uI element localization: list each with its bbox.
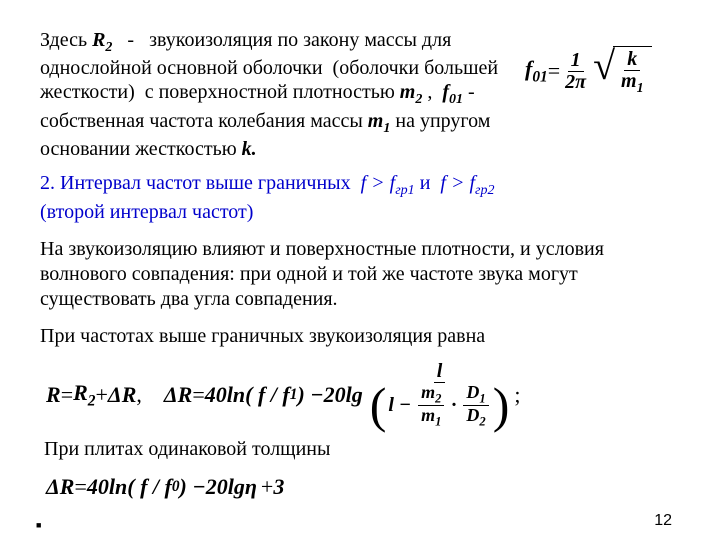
- f01-frac1: 1 2π: [562, 50, 589, 93]
- para-plates: При плитах одинаковой толщины: [44, 437, 680, 462]
- para-wave-coincidence: На звукоизоляцию влияют и поверхностные …: [40, 237, 680, 312]
- page-number: 12: [654, 512, 672, 530]
- footer-marker-icon: ■: [36, 520, 41, 530]
- sym-R2: R2: [92, 29, 112, 51]
- section-2-heading: 2. Интервал частот выше граничных f > fг…: [40, 171, 680, 225]
- formula-f01: f01 = 1 2π √ k m1: [525, 28, 680, 97]
- equation-1: R = R2 + ΔR, ΔR = 40 ln( f / f1 ) − 20 l…: [40, 361, 680, 430]
- sym-k: k.: [242, 138, 257, 160]
- eq1-bigfrac: l ( l − m2 m1 · D1 D2: [367, 361, 513, 430]
- f01-sqrt: √ k m1: [593, 46, 652, 97]
- f01-lhs: f01: [525, 56, 548, 86]
- equation-2: ΔR = 40 ln( f / f0 ) − 20 lgη + 3: [40, 474, 680, 500]
- f-gt-fgr2: f > fгр2: [440, 172, 494, 194]
- sym-m2: m2: [400, 81, 423, 103]
- sqrt-icon: √: [593, 50, 615, 101]
- t-c: ,: [422, 81, 437, 103]
- sym-m1: m1: [368, 110, 391, 132]
- f01-frac2: k m1: [618, 49, 647, 97]
- para-above-boundary: При частотах выше граничных звукоизоляци…: [40, 324, 680, 349]
- intro-text: Здесь R2 - звукоизоляция по закону массы…: [40, 28, 509, 161]
- intro-block: Здесь R2 - звукоизоляция по закону массы…: [40, 28, 680, 161]
- f-gt-fgr1: f > fгр1: [361, 172, 415, 194]
- t-a: Здесь: [40, 29, 92, 51]
- sym-f01: f01: [442, 81, 463, 103]
- f01-eq: =: [548, 58, 560, 84]
